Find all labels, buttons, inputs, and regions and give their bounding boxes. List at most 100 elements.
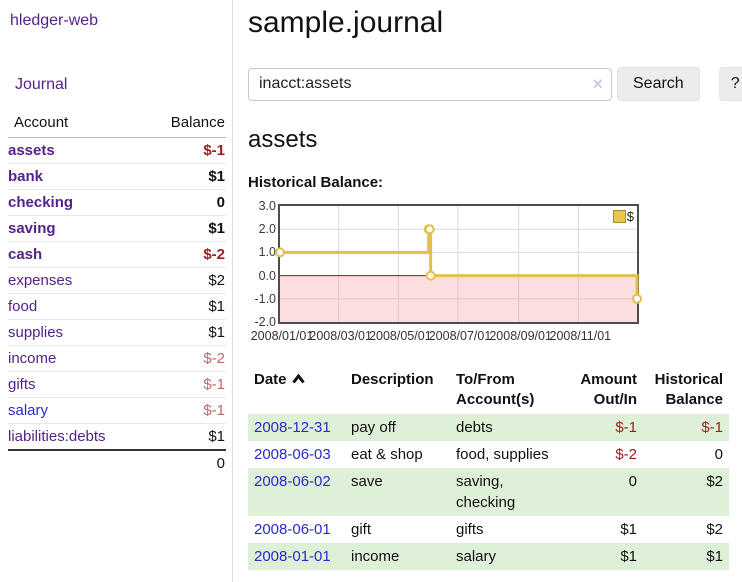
account-link-income[interactable]: income [8,350,57,367]
transaction-row: 2008-06-03 eat & shop food, supplies $-2 0 [248,441,729,468]
transaction-balance: $1 [706,548,723,565]
y-tick-label: 3.0 [258,199,276,213]
accounts-table: Account Balance assets $-1 bank $1 checking 0… [8,110,226,476]
account-row: expenses $2 [8,267,226,294]
legend-swatch-icon [612,210,626,223]
accounts-table-body: assets $-1 bank $1 checking 0 saving $1 cash $-2 e… [8,138,226,451]
register-table-body: 2008-12-31 pay off debts $-1 $-1 2008-06-03 ea… [248,414,729,570]
transaction-description: income [351,548,400,565]
transaction-accounts: gifts [456,521,484,538]
transaction-date-link[interactable]: 2008-12-31 [254,419,331,436]
account-link-food[interactable]: food [8,298,38,315]
account-balance: 0 [216,194,225,211]
historical-balance-chart: 3.0 2.0 1.0 0.0 -1.0 -2.0 $ [248,199,734,329]
x-tick-label: 2008/09/01 [489,329,552,343]
accounts-header-account: Account [8,110,142,138]
account-link-gifts[interactable]: gifts [8,376,36,393]
transaction-date-link[interactable]: 2008-06-03 [254,446,331,463]
legend-label: $ [626,209,634,224]
register-header-date[interactable]: Date [248,366,345,414]
transaction-row: 2008-12-31 pay off debts $-1 $-1 [248,414,729,441]
transaction-row: 2008-01-01 income salary $1 $1 [248,543,729,570]
account-link-liabilities-debts[interactable]: liabilities:debts [8,428,106,445]
transaction-amount: $1 [620,521,637,538]
accounts-header-balance: Balance [141,110,226,138]
account-link-expenses[interactable]: expenses [8,272,73,289]
y-tick-label: 2.0 [258,222,276,237]
transaction-accounts: debts [456,419,493,436]
app-title[interactable]: hledger-web [10,12,99,29]
account-row: salary $-1 [8,397,226,424]
chart-plot-area: $ [275,204,642,324]
account-row: supplies $1 [8,319,226,346]
y-tick-label: -2.0 [254,315,276,329]
x-tick-label: 2008/11/01 [549,329,612,343]
transaction-row: 2008-06-02 save saving, checking 0 $2 [248,468,729,516]
x-tick-label: 2008/01/01 [250,329,314,343]
transaction-balance: $-1 [701,419,723,436]
transaction-amount: 0 [628,473,637,490]
account-balance: $1 [208,220,225,237]
account-balance: $-2 [203,246,225,263]
transaction-date-link[interactable]: 2008-06-02 [254,473,331,490]
sidebar-item-journal[interactable]: Journal [15,76,68,93]
account-row: liabilities:debts $1 [8,423,226,451]
account-link-checking[interactable]: checking [8,194,74,211]
main-content: sample.journal × Search ? assets Histori… [248,0,742,570]
search-button[interactable]: Search [617,67,700,101]
account-link-bank[interactable]: bank [8,168,44,185]
y-tick-label: 0.0 [258,268,276,283]
x-tick-label: 2008/03/01 [309,329,372,343]
x-tick-label: 2008/07/01 [428,329,492,343]
transaction-date-link[interactable]: 2008-01-01 [254,548,331,565]
transaction-date-link[interactable]: 2008-06-01 [254,521,331,538]
account-row: cash $-2 [8,241,226,268]
account-row: checking 0 [8,189,226,216]
account-row: food $1 [8,293,226,320]
chart-svg [275,206,642,322]
account-row: income $-2 [8,345,226,372]
account-link-cash[interactable]: cash [8,246,43,263]
transaction-description: gift [351,521,372,538]
account-link-saving[interactable]: saving [8,220,56,237]
account-balance: $-1 [203,376,225,393]
chart-heading: Historical Balance: [248,174,384,191]
account-balance: $-2 [203,350,225,367]
sidebar: hledger-web Journal Account Balance asse… [0,0,233,582]
account-row: gifts $-1 [8,371,226,398]
help-button[interactable]: ? [718,67,742,101]
account-balance: $1 [208,428,225,445]
transaction-description: save [351,473,383,490]
account-balance: $-1 [203,142,225,159]
search-input[interactable] [248,67,612,101]
account-heading: assets [248,126,318,153]
transaction-amount: $-1 [615,419,637,436]
page-title: sample.journal [248,6,444,39]
register-header-balance: Historical Balance [654,371,723,408]
account-link-supplies[interactable]: supplies [8,324,64,341]
account-balance: $2 [208,272,225,289]
chart-legend: $ [612,209,634,224]
transaction-accounts: saving, checking [456,473,516,511]
y-tick-label: 1.0 [258,245,276,260]
chart-y-axis-labels: 3.0 2.0 1.0 0.0 -1.0 -2.0 [248,199,278,329]
account-balance: $1 [208,324,225,341]
transaction-description: eat & shop [351,446,423,463]
account-link-salary[interactable]: salary [8,402,49,419]
transaction-accounts: food, supplies [456,446,549,463]
accounts-total-row: 0 [8,449,226,476]
register-header-description: Description [351,371,434,388]
search-bar: × Search ? [248,67,742,101]
transaction-balance: $2 [706,521,723,538]
transaction-balance: 0 [714,446,723,463]
x-tick-label: 2008/05/01 [369,329,432,343]
account-row: saving $1 [8,215,226,242]
account-balance: $-1 [203,402,225,419]
transaction-amount: $1 [620,548,637,565]
account-row: assets $-1 [8,138,226,164]
transaction-accounts: salary [456,548,497,565]
sort-ascending-icon [291,371,305,388]
clear-search-icon[interactable]: × [592,73,603,94]
account-balance: $1 [208,168,225,185]
account-link-assets[interactable]: assets [8,142,55,159]
